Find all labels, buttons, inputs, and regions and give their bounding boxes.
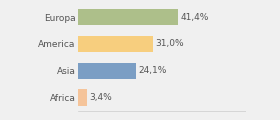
Bar (78, 90, 87, 106)
Bar (78, 36, 153, 52)
Text: 31,0%: 31,0% (155, 39, 184, 48)
Text: 41,4%: 41,4% (180, 13, 209, 22)
Text: 3,4%: 3,4% (89, 93, 112, 102)
Bar (78, 9, 178, 25)
Text: 24,1%: 24,1% (139, 66, 167, 75)
Bar (78, 63, 136, 79)
